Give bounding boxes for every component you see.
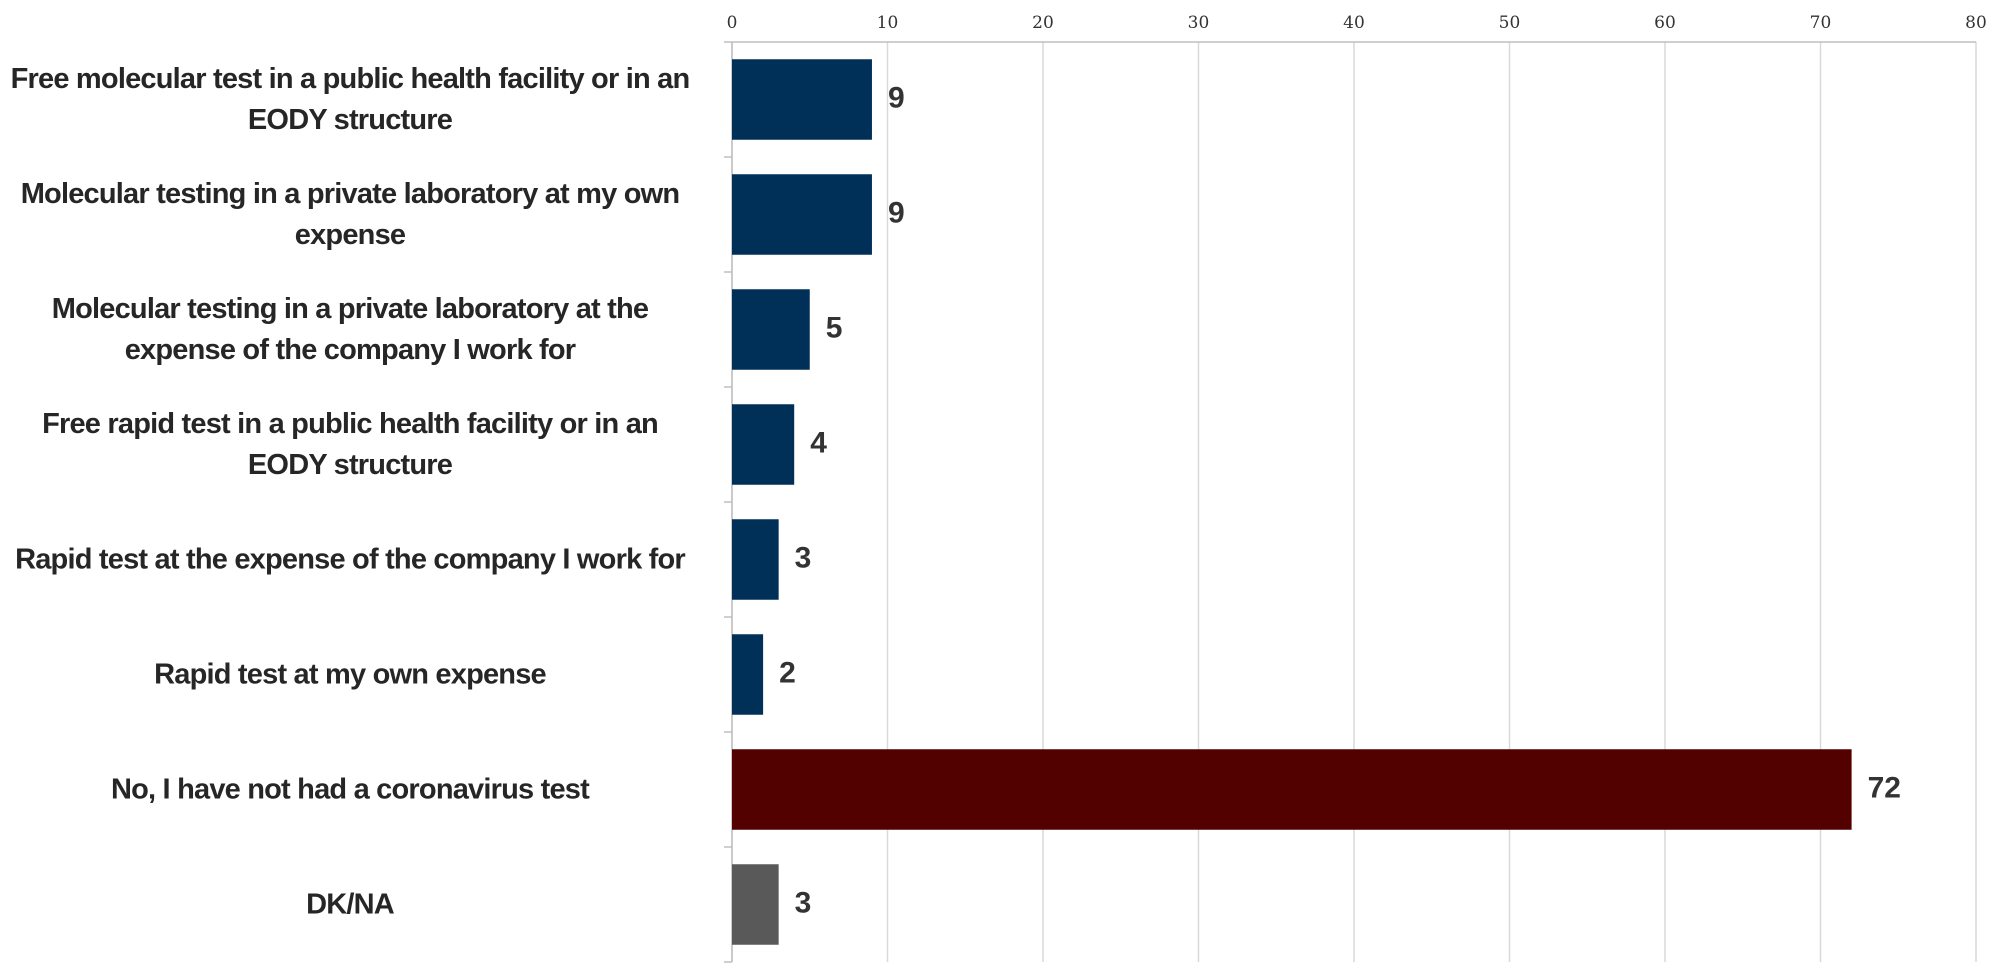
category-label: Molecular testing in a private laborator… <box>20 177 680 251</box>
x-tick-label: 20 <box>1032 13 1054 33</box>
bar <box>732 59 872 140</box>
data-label: 9 <box>888 81 905 114</box>
bar <box>732 404 795 485</box>
category-label: Rapid test at my own expense <box>154 658 547 690</box>
x-tick-label: 70 <box>1810 13 1832 33</box>
bar <box>732 174 872 255</box>
category-label: Free molecular test in a public health f… <box>10 62 691 136</box>
data-label: 72 <box>1868 771 1901 804</box>
category-label: DK/NA <box>306 888 395 920</box>
x-tick-label: 60 <box>1654 13 1676 33</box>
category-label: No, I have not had a coronavirus test <box>110 773 590 805</box>
data-label: 3 <box>795 541 812 574</box>
bar <box>732 289 810 370</box>
x-tick-label: 10 <box>877 13 899 33</box>
x-tick-label: 0 <box>727 13 738 33</box>
bar <box>732 749 1852 830</box>
data-label: 4 <box>810 426 827 459</box>
bar <box>732 519 779 600</box>
x-tick-label: 50 <box>1499 13 1521 33</box>
data-label: 9 <box>888 196 905 229</box>
bar <box>732 864 779 945</box>
data-label: 3 <box>795 886 812 919</box>
bar <box>732 634 764 715</box>
x-tick-label: 40 <box>1343 13 1365 33</box>
x-tick-label: 80 <box>1965 13 1987 33</box>
data-label: 5 <box>826 311 843 344</box>
category-label: Molecular testing in a private laborator… <box>51 292 649 366</box>
category-label: Rapid test at the expense of the company… <box>15 543 686 575</box>
x-tick-label: 30 <box>1188 13 1210 33</box>
category-label: Free rapid test in a public health facil… <box>42 407 659 481</box>
data-label: 2 <box>779 656 796 689</box>
